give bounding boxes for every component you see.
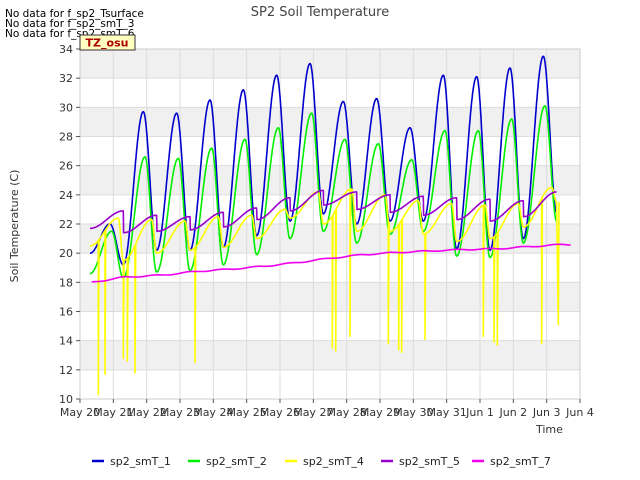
chart-title: SP2 Soil Temperature: [251, 5, 389, 20]
x-tick-label: May 28: [327, 406, 367, 419]
x-tick-label: May 20: [60, 406, 100, 419]
x-tick-label: Jun 2: [498, 406, 527, 419]
y-tick-label: 16: [59, 306, 73, 319]
series-line-sp2_smT_2: [89, 105, 558, 279]
x-tick-label: Jun 1: [465, 406, 494, 419]
y-tick-label: 24: [59, 189, 73, 202]
x-tick-label: May 27: [293, 406, 333, 419]
x-tick-label: May 29: [360, 406, 400, 419]
y-tick-label: 30: [59, 101, 73, 114]
no-data-notice-1: No data for f_sp2_Tsurface: [5, 8, 144, 20]
y-tick-label: 32: [59, 72, 73, 85]
x-tick-label: May 26: [260, 406, 300, 419]
legend-label-sp2_smT_2: sp2_smT_2: [206, 455, 267, 468]
plot-band: [80, 49, 580, 79]
series-layer: [89, 55, 571, 396]
no-data-notice-2: No data for f_sp2_smT_3: [5, 18, 135, 30]
y-tick-label: 28: [59, 131, 73, 144]
y-tick-label: 26: [59, 160, 73, 173]
legend-label-sp2_smT_4: sp2_smT_4: [303, 455, 364, 468]
x-tick-label: May 24: [193, 406, 233, 419]
series-line-sp2_smT_5: [89, 189, 558, 234]
legend: sp2_smT_1 sp2_smT_2 sp2_smT_4 sp2_smT_5 sp2_…: [92, 455, 551, 468]
plot-band: [80, 282, 580, 312]
y-tick-label: 34: [59, 43, 73, 56]
timezone-badge-label: TZ_osu: [86, 37, 129, 50]
x-tick-label: Jun 3: [532, 406, 561, 419]
y-tick-label: 12: [59, 364, 73, 377]
x-tick-label: May 23: [160, 406, 200, 419]
series-line-sp2_smT_7: [91, 243, 571, 283]
y-tick-label: 10: [59, 393, 73, 406]
plot-band: [80, 340, 580, 370]
plot-band: [80, 107, 580, 137]
y-tick-label: 18: [59, 276, 73, 289]
series-line-sp2_smT_4: [89, 186, 560, 396]
x-tick-label: Jun 4: [565, 406, 594, 419]
y-axis-label: Soil Temperature (C): [8, 170, 21, 283]
y-tick-label: 14: [59, 335, 73, 348]
timezone-badge: TZ_osu: [79, 34, 136, 51]
x-tick-label: May 21: [93, 406, 133, 419]
legend-label-sp2_smT_1: sp2_smT_1: [110, 455, 171, 468]
series-line-sp2_smT_1: [89, 55, 558, 266]
timezone-badge-box: [79, 34, 136, 51]
x-tick-label: May 25: [227, 406, 267, 419]
x-tick-label: May 30: [393, 406, 433, 419]
x-tick-label: May 31: [427, 406, 467, 419]
x-tick-label: May 22: [127, 406, 167, 419]
y-tick-label: 20: [59, 247, 73, 260]
x-axis-label: Time: [535, 423, 563, 436]
legend-label-sp2_smT_5: sp2_smT_5: [399, 455, 460, 468]
y-tick-label: 22: [59, 218, 73, 231]
legend-label-sp2_smT_7: sp2_smT_7: [490, 455, 551, 468]
